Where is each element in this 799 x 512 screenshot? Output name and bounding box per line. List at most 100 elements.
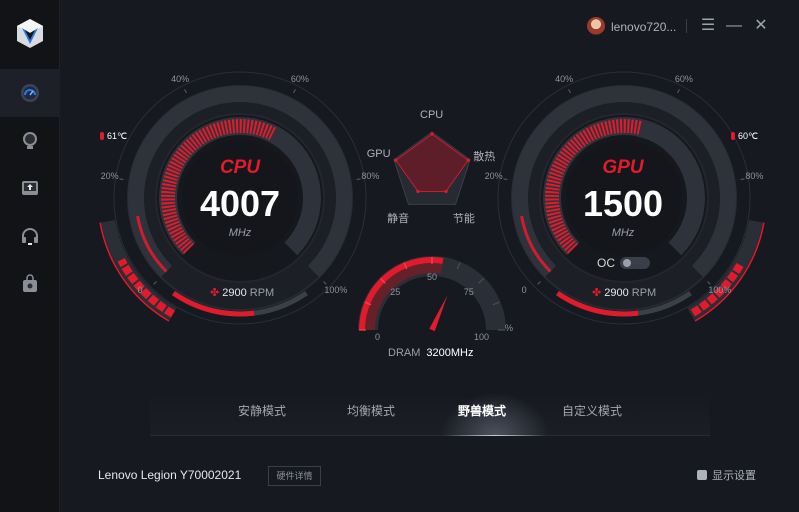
dram-tick xyxy=(492,301,500,306)
cpu-tick-label: 0 xyxy=(137,285,143,296)
scale-tick xyxy=(119,178,124,181)
dram-needle xyxy=(429,295,448,332)
cpu-temperature: 61℃ xyxy=(100,131,127,142)
username[interactable]: lenovo720... xyxy=(611,20,677,34)
radar-point xyxy=(394,158,398,162)
dram-tick xyxy=(456,262,461,270)
mode-tabs: 安静模式 均衡模式 野兽模式 自定义模式 xyxy=(150,392,710,436)
scale-tick xyxy=(568,89,571,94)
scale-red-zone xyxy=(520,215,552,273)
cpu-fan-value: 2900 xyxy=(222,287,247,299)
center-disc xyxy=(566,140,682,256)
scale-tick xyxy=(184,89,187,94)
load-bar xyxy=(545,119,643,254)
dram-tick-label: 0 xyxy=(375,332,381,342)
scale-tick xyxy=(323,281,327,285)
lightbulb-icon xyxy=(23,132,37,149)
temp-edge xyxy=(99,222,170,322)
upload-tray-icon xyxy=(22,181,38,195)
active-tab-indicator xyxy=(445,435,545,436)
sidebar-item-lighting[interactable] xyxy=(0,117,60,165)
dram-gauge xyxy=(358,256,506,332)
gpu-tick-label: 0 xyxy=(521,285,527,296)
gpu-temperature: 60℃ xyxy=(731,131,758,142)
dram-bar xyxy=(359,257,444,331)
hardware-details-button[interactable]: 硬件详情 xyxy=(268,466,321,486)
display-settings-button[interactable]: 显示设置 xyxy=(697,467,756,483)
load-bar xyxy=(161,119,276,254)
radar-axis-label: CPU xyxy=(420,109,444,121)
dram-unit-label: % xyxy=(505,323,514,333)
gpu-temp-value: 60℃ xyxy=(738,131,759,141)
radar-point xyxy=(416,189,420,194)
gpu-tick-label: 40% xyxy=(555,74,574,85)
monitor-icon xyxy=(697,470,707,480)
temp-bar xyxy=(688,262,744,318)
thermometer-icon xyxy=(100,132,104,140)
radar-axis-label: 静音 xyxy=(387,213,410,226)
avatar[interactable] xyxy=(587,17,605,35)
active-tab-glow xyxy=(440,392,550,436)
close-icon[interactable]: ✕ xyxy=(754,17,768,34)
dram-label: DRAM xyxy=(388,347,421,359)
gpu-unit: MHz xyxy=(611,227,635,239)
dram-tick-label: 50 xyxy=(427,272,438,282)
gpu-tick-label: 60% xyxy=(674,74,693,85)
cpu-fan-unit: RPM xyxy=(249,287,275,299)
scale-tick xyxy=(356,178,361,181)
cpu-fan-speed: ✤ 2900 RPM xyxy=(210,286,274,299)
sidebar-item-upload[interactable] xyxy=(0,164,60,212)
scale-tick xyxy=(740,178,745,181)
sidebar-item-dashboard[interactable] xyxy=(0,69,60,117)
dram-tick-label: 100 xyxy=(474,332,490,342)
hamburger-icon[interactable]: ☰ xyxy=(700,17,716,34)
cpu-temp-value: 61℃ xyxy=(107,131,128,141)
cpu-tick-label: 20% xyxy=(100,171,119,182)
fan-bar xyxy=(172,290,255,317)
gpu-fan-speed: ✤ 2900 RPM xyxy=(592,286,656,299)
tab-custom-mode[interactable]: 自定义模式 xyxy=(561,404,622,418)
dram-tick-label: 25 xyxy=(390,287,401,298)
radar-point xyxy=(444,189,448,194)
cpu-tick-label: 40% xyxy=(171,74,190,85)
performance-radar-chart xyxy=(393,131,471,205)
scale-tick xyxy=(153,281,157,285)
tab-balanced-mode[interactable]: 均衡模式 xyxy=(346,404,395,418)
dram-tick xyxy=(478,277,485,284)
scale-tick xyxy=(707,281,711,285)
device-model: Lenovo Legion Y70002021 xyxy=(98,468,242,482)
sidebar-item-store[interactable] xyxy=(0,260,60,308)
divider xyxy=(686,19,687,33)
gpu-fan-value: 2900 xyxy=(604,287,629,299)
scale-tick xyxy=(677,89,680,94)
gpu-fan-unit: RPM xyxy=(631,287,657,299)
shopping-bag-icon xyxy=(23,274,37,292)
dram-readout: DRAM 3200MHz xyxy=(388,347,473,359)
fan-icon: ✤ xyxy=(592,287,602,299)
cpu-tick-label: 80% xyxy=(361,171,380,182)
oc-toggle[interactable] xyxy=(620,257,650,269)
display-settings-label: 显示设置 xyxy=(712,470,756,482)
minimize-icon[interactable]: — xyxy=(726,17,742,34)
gpu-tick-label: 80% xyxy=(745,171,764,182)
oc-label: OC xyxy=(597,256,615,270)
temp-bar xyxy=(117,257,176,318)
scale-tick xyxy=(537,281,541,285)
tab-quiet-mode[interactable]: 安静模式 xyxy=(237,404,286,418)
radar-axis-label: 节能 xyxy=(452,213,475,226)
radar-point xyxy=(430,132,434,136)
radar-axis-label: 散热 xyxy=(473,150,496,163)
dram-tick xyxy=(403,262,408,270)
gpu-tick-label: 20% xyxy=(484,171,503,182)
speedometer-icon xyxy=(21,84,39,102)
temp-edge xyxy=(694,222,765,322)
radar-point xyxy=(466,158,470,162)
gpu-frequency: 1500 xyxy=(582,183,664,224)
cpu-gauge xyxy=(99,71,367,325)
cpu-tick-label: 60% xyxy=(290,74,309,85)
dram-tick xyxy=(364,301,372,306)
tab-beast-mode[interactable]: 野兽模式 xyxy=(457,404,506,418)
dram-tick-label: 75 xyxy=(463,287,474,298)
sidebar-item-audio[interactable] xyxy=(0,212,60,260)
